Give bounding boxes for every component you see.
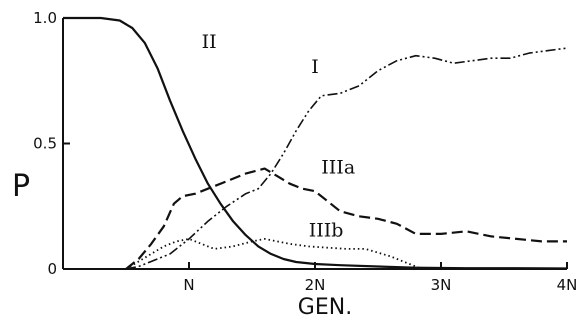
y-tick-label: 0 xyxy=(47,260,57,278)
x-tick-label: 2N xyxy=(305,276,326,294)
x-tick-label: N xyxy=(183,276,194,294)
y-tick-label: 1.0 xyxy=(33,9,57,27)
series-line-i xyxy=(125,47,568,270)
y-axis-label: P xyxy=(12,169,30,204)
x-tick-label: 3N xyxy=(431,276,452,294)
series-line-ii xyxy=(63,16,568,270)
series-label-ii: II xyxy=(202,31,217,53)
y-tick-label: 0.5 xyxy=(33,135,57,153)
x-axis-label: GEN. xyxy=(298,295,352,320)
x-tick-label: 4N xyxy=(557,276,578,294)
series-line-iiia xyxy=(125,167,567,270)
series-line-iiib xyxy=(125,238,567,270)
series-label-iiib: IIIb xyxy=(309,219,344,241)
axes: N 2N 3N 4N 0 0.5 1.0 xyxy=(33,9,577,294)
series-label-i: I xyxy=(311,56,319,78)
series-layer xyxy=(63,16,568,270)
series-label-iiia: IIIa xyxy=(321,157,355,179)
